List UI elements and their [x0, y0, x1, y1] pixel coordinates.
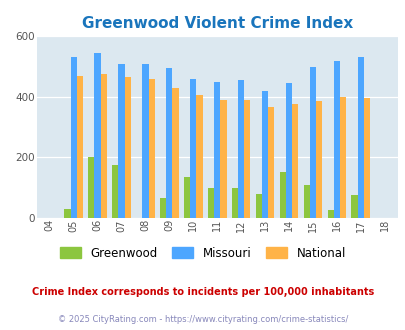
Bar	[231, 187, 237, 218]
Bar	[64, 209, 70, 218]
Bar	[268, 107, 274, 218]
Title: Greenwood Violent Crime Index: Greenwood Violent Crime Index	[81, 16, 352, 31]
Bar	[70, 57, 77, 218]
Bar	[148, 79, 154, 218]
Bar	[339, 97, 345, 218]
Bar	[172, 88, 178, 218]
Bar	[196, 95, 202, 218]
Bar	[213, 82, 220, 218]
Bar	[142, 63, 148, 218]
Bar	[207, 187, 213, 218]
Bar	[118, 63, 124, 218]
Bar	[220, 100, 226, 218]
Bar	[183, 177, 190, 218]
Bar	[261, 91, 268, 218]
Bar	[237, 80, 244, 218]
Legend: Greenwood, Missouri, National: Greenwood, Missouri, National	[60, 247, 345, 260]
Bar	[279, 172, 285, 218]
Text: Crime Index corresponds to incidents per 100,000 inhabitants: Crime Index corresponds to incidents per…	[32, 287, 373, 297]
Bar	[309, 67, 315, 218]
Bar	[303, 184, 309, 218]
Bar	[100, 74, 107, 218]
Bar	[166, 68, 172, 218]
Bar	[88, 157, 94, 218]
Bar	[351, 195, 357, 218]
Bar	[315, 101, 322, 218]
Bar	[255, 194, 261, 218]
Bar	[357, 57, 363, 218]
Bar	[244, 100, 250, 218]
Bar	[333, 60, 339, 218]
Bar	[160, 198, 166, 218]
Bar	[327, 210, 333, 218]
Bar	[77, 76, 83, 218]
Text: © 2025 CityRating.com - https://www.cityrating.com/crime-statistics/: © 2025 CityRating.com - https://www.city…	[58, 315, 347, 324]
Bar	[190, 79, 196, 218]
Bar	[291, 104, 298, 218]
Bar	[124, 77, 130, 218]
Bar	[112, 165, 118, 218]
Bar	[285, 83, 291, 218]
Bar	[363, 98, 369, 218]
Bar	[94, 53, 100, 218]
